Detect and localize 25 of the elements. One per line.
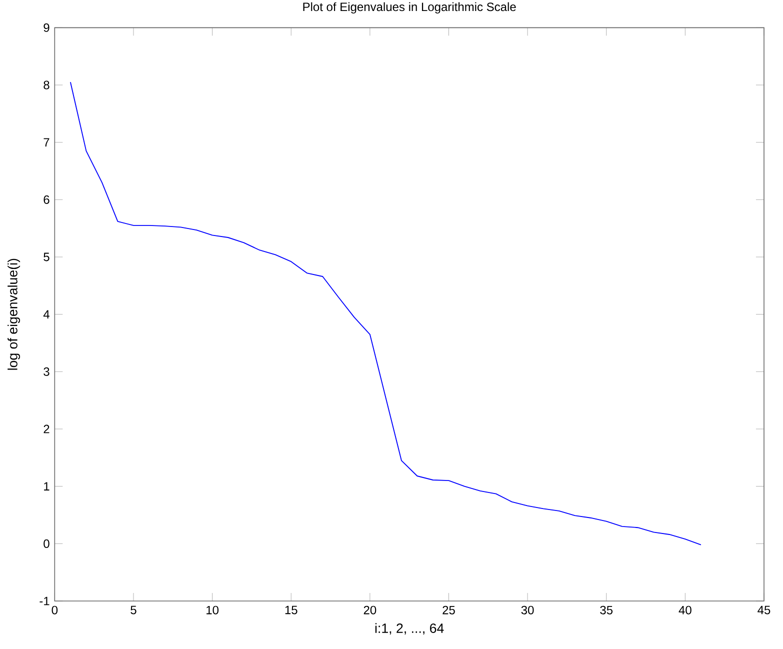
x-tick-label: 15	[285, 606, 298, 614]
x-tick-label: 40	[678, 606, 692, 614]
y-tick-label: -1	[40, 596, 50, 606]
chart-title: Plot of Eigenvalues in Logarithmic Scale	[303, 2, 516, 14]
x-tick-label: 25	[442, 606, 455, 614]
y-tick-label: 9	[44, 23, 50, 32]
x-tick-label: 0	[52, 606, 58, 614]
x-axis-title: i:1, 2, ..., 64	[375, 623, 444, 635]
y-tick-label: 0	[44, 539, 50, 548]
y-tick-label: 4	[43, 310, 50, 318]
y-tick-label: 8	[44, 80, 50, 90]
y-tick-label: 5	[44, 252, 50, 262]
y-tick-label: 6	[44, 195, 50, 204]
y-tick-label: 7	[44, 138, 50, 146]
line-series	[70, 82, 702, 546]
x-tick-label: 5	[130, 606, 136, 614]
x-tick-label: 35	[600, 606, 613, 614]
x-tick-label: 20	[364, 606, 376, 614]
x-tick-label: 45	[758, 606, 770, 614]
y-tick-label: 3	[44, 367, 50, 376]
y-axis-title: log of eigenvalue(i)	[8, 258, 20, 370]
x-tick-label: 10	[206, 606, 219, 614]
y-tick-label: 1	[44, 482, 50, 490]
x-tick-label: 30	[521, 606, 534, 614]
y-tick-label: 2	[44, 424, 50, 434]
